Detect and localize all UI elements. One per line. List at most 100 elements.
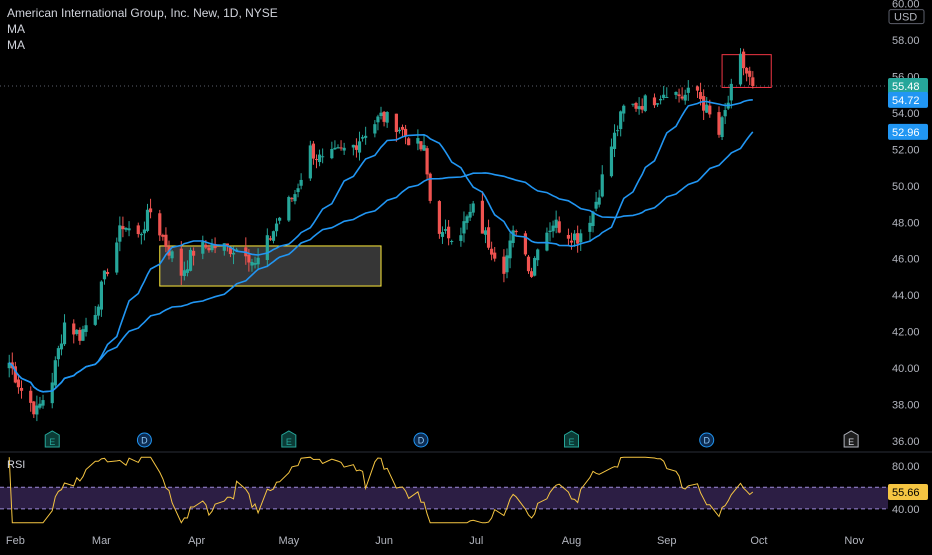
candle-body	[680, 96, 684, 99]
candle-body	[705, 104, 709, 113]
rsi-current-badge-label: 55.66	[892, 487, 920, 499]
symbol-title[interactable]: American International Group, Inc. New, …	[7, 6, 278, 20]
price-tick-label: 44.00	[892, 290, 920, 302]
candle-body	[738, 53, 743, 85]
candle-body	[308, 145, 312, 179]
candle-body	[78, 329, 82, 341]
candle-body	[102, 270, 107, 280]
candle-body	[56, 348, 60, 360]
candle-body	[271, 231, 276, 241]
candle-body	[314, 159, 319, 161]
price-tick-label: 50.00	[892, 181, 920, 193]
candle-body	[425, 148, 429, 175]
candle-body	[502, 256, 506, 274]
dividend-icon	[413, 432, 429, 448]
price-tick-label: 54.00	[892, 108, 920, 120]
event-marker-d[interactable]: D	[136, 432, 152, 448]
candle-body	[256, 257, 260, 265]
candle-body	[486, 227, 491, 248]
candle-body	[161, 234, 165, 237]
candle-body	[729, 83, 733, 101]
candle-body	[665, 96, 669, 98]
candle-body	[225, 243, 229, 246]
candle-body	[62, 322, 67, 345]
event-marker-d[interactable]: D	[413, 432, 429, 448]
candle-body	[422, 145, 426, 151]
candle-body	[50, 382, 54, 404]
candle-body	[443, 229, 448, 231]
ma-indicator-label-1[interactable]: MA	[7, 22, 25, 36]
candle-body	[222, 243, 226, 251]
candle-body	[609, 146, 614, 177]
rsi-band-layer	[0, 486, 888, 510]
price-axis-badge-2	[888, 123, 928, 140]
candle-body	[373, 124, 377, 134]
candle-body	[357, 141, 362, 153]
ma-indicator-label-2[interactable]: MA	[7, 38, 25, 52]
candle-body	[652, 97, 657, 106]
candle-body	[468, 211, 472, 218]
event-marker-e[interactable]: E	[843, 430, 859, 448]
candle-body	[523, 233, 528, 255]
candle-body	[471, 203, 475, 213]
event-marker-e[interactable]: E	[564, 430, 580, 448]
dividend-icon-label: D	[141, 436, 148, 446]
candle-body	[32, 401, 36, 415]
candle-body	[188, 249, 193, 271]
candle-body	[702, 96, 706, 111]
candle-body	[677, 94, 681, 97]
candle-body	[105, 271, 110, 275]
currency-box	[888, 9, 925, 25]
event-marker-d[interactable]: D	[699, 432, 715, 448]
candle-body	[597, 197, 601, 205]
candle-body	[290, 198, 294, 200]
event-marker-e[interactable]: E	[281, 430, 297, 448]
candle-body	[53, 360, 57, 386]
candle-body	[317, 154, 322, 163]
candle-body	[419, 141, 423, 150]
candle-body	[600, 174, 604, 197]
event-marker-e[interactable]: E	[44, 430, 60, 448]
candle-body	[619, 111, 623, 130]
candle-body	[124, 227, 128, 230]
candle-body	[655, 103, 660, 105]
time-tick-label: Oct	[750, 535, 767, 547]
candle-body	[566, 234, 571, 239]
candle-body	[569, 240, 574, 243]
candle-body	[127, 228, 131, 231]
candle-body	[253, 263, 257, 265]
candle-body	[465, 216, 469, 223]
candle-body	[459, 235, 463, 241]
candle-body	[311, 143, 316, 159]
candle-body	[588, 222, 592, 232]
candle-body	[364, 135, 368, 138]
rsi-current-badge	[888, 483, 928, 500]
candle-body	[616, 130, 620, 132]
candle-body	[81, 329, 85, 341]
candle-body	[493, 252, 497, 259]
annotation-rectangle-0	[159, 245, 382, 287]
dividend-icon-label: D	[703, 436, 710, 446]
candle-body	[447, 226, 451, 239]
candle-body	[16, 379, 21, 388]
time-tick-label: Aug	[562, 535, 582, 547]
grid-layer	[0, 85, 932, 453]
price-labels-layer: 55.48 54.72 52.96 55.66	[888, 77, 928, 500]
candle-body	[545, 232, 549, 251]
candle-body	[631, 103, 635, 105]
rsi-indicator-label[interactable]: RSI	[7, 459, 26, 471]
candle-body	[234, 249, 239, 251]
candle-body	[686, 87, 690, 93]
candle-body	[321, 156, 325, 158]
candle-body	[483, 230, 488, 235]
candle-body	[662, 94, 666, 98]
candle-body	[643, 95, 647, 112]
candle-body	[634, 102, 638, 109]
candle-body	[551, 225, 555, 232]
candle-body	[142, 229, 147, 234]
candle-body	[121, 226, 125, 230]
candle-body	[13, 366, 17, 383]
price-axis-badge-label-2: 52.96	[892, 127, 920, 139]
